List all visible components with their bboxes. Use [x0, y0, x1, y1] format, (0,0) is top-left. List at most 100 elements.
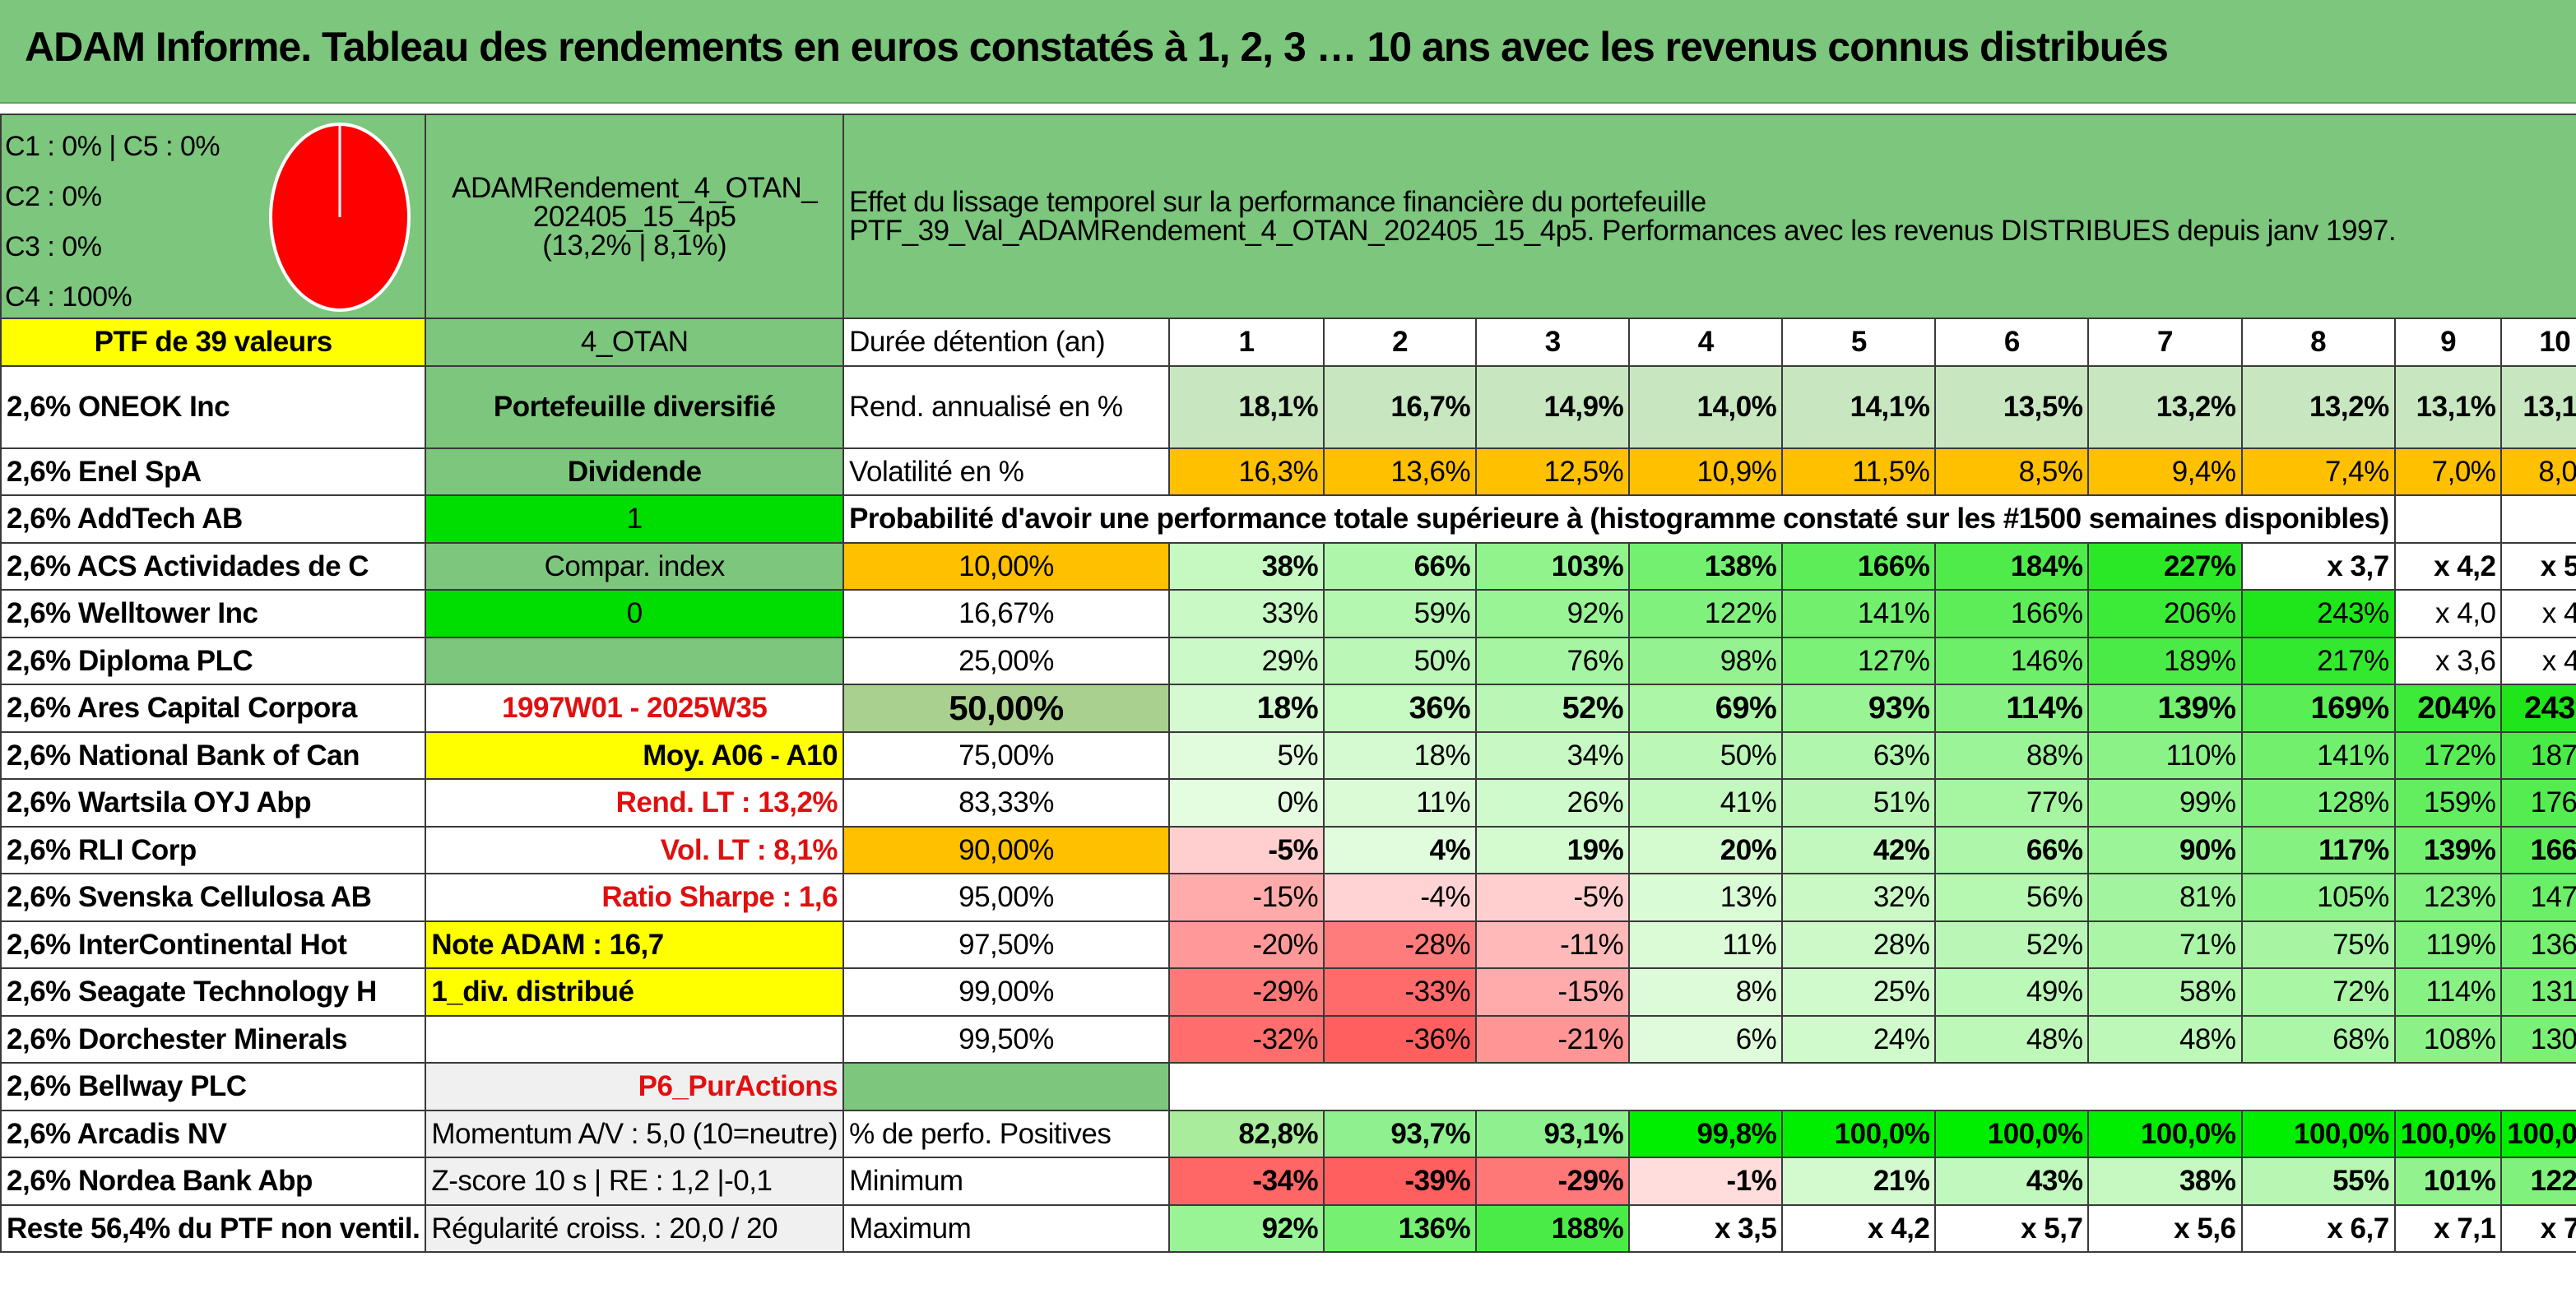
- probability-value: 59%: [1323, 589, 1478, 638]
- portfolio-name-cell: ADAMRendement_4_OTAN_ 202405_15_4p5 (13,2%…: [425, 114, 845, 319]
- probability-value: 66%: [1323, 541, 1478, 591]
- probability-value: -4%: [1323, 873, 1478, 922]
- probability-value: 36%: [1323, 684, 1478, 733]
- probability-value: -36%: [1323, 1014, 1478, 1064]
- vol-lt: Vol. LT : 8,1%: [425, 825, 845, 874]
- probability-value: 105%: [2240, 873, 2396, 922]
- probability-value: 128%: [2240, 778, 2396, 828]
- vol-value: 8,0%: [2500, 447, 2576, 496]
- minimum-label: Minimum: [842, 1157, 1170, 1206]
- probability-value: -11%: [1475, 920, 1631, 969]
- probability-value: 98%: [1628, 636, 1784, 685]
- legend-item: C2 : 0%: [5, 181, 102, 212]
- empty-cell: [842, 1062, 1170, 1111]
- probability-value: 28%: [1781, 920, 1937, 969]
- zscore: Z-score 10 s | RE : 1,2 |-0,1: [425, 1157, 845, 1206]
- rend-value: 13,2%: [2087, 364, 2243, 449]
- holding-item: 2,6% Welltower Inc: [0, 589, 427, 638]
- probability-value: 141%: [2240, 730, 2396, 780]
- probability-value: 49%: [1934, 967, 2090, 1017]
- probability-value: 139%: [2393, 825, 2503, 874]
- year-header: 2: [1323, 318, 1478, 367]
- probability-value: 81%: [2087, 873, 2243, 922]
- probability-value: 68%: [2240, 1014, 2396, 1064]
- pie-legend: C1 : 0% | C5 : 0% C2 : 0% C3 : 0% C4 : 100%: [5, 122, 220, 317]
- holdings-header: PTF de 39 valeurs: [0, 318, 427, 367]
- probability-value: -15%: [1167, 873, 1325, 922]
- rend-value: 13,5%: [1934, 364, 2090, 449]
- compar-value: 0: [425, 589, 845, 638]
- probability-value: 92%: [1475, 589, 1631, 638]
- probability-value: 72%: [2240, 967, 2396, 1017]
- probability-value: 48%: [1934, 1014, 2090, 1064]
- positives-value: 93,1%: [1475, 1109, 1631, 1158]
- duration-label: Durée détention (an): [842, 318, 1170, 367]
- holding-item: 2,6% Enel SpA: [0, 447, 427, 496]
- probability-value: 34%: [1475, 730, 1631, 780]
- holding-item: Reste 56,4% du PTF non ventil.: [0, 1203, 427, 1253]
- description-cell: Effet du lissage temporel sur la perform…: [842, 114, 2576, 319]
- rend-value: 13,1%: [2500, 364, 2576, 449]
- minimum-value: -34%: [1167, 1157, 1325, 1206]
- probability-value: 119%: [2393, 920, 2503, 969]
- positives-label: % de perfo. Positives: [842, 1109, 1170, 1158]
- probability-value: 172%: [2393, 730, 2503, 780]
- probability-value: 166%: [1781, 541, 1937, 591]
- probability-value: -5%: [1167, 825, 1325, 874]
- probability-value: 122%: [1628, 589, 1784, 638]
- positives-value: 93,7%: [1323, 1109, 1478, 1158]
- holding-item: 2,6% Svenska Cellulosa AB: [0, 873, 427, 922]
- positives-value: 100,0%: [1781, 1109, 1937, 1158]
- probability-value: x 4,2: [2393, 541, 2503, 591]
- legend-item: C4 : 100%: [5, 281, 132, 313]
- minimum-value: 55%: [2240, 1157, 2396, 1206]
- minimum-value: 101%: [2393, 1157, 2503, 1206]
- probability-value: 50%: [1628, 730, 1784, 780]
- probability-value: 159%: [2393, 778, 2503, 828]
- maximum-value: x 7,9: [2500, 1203, 2576, 1253]
- allocation-pie-chart: [269, 123, 411, 312]
- probability-value: 4%: [1323, 825, 1478, 874]
- vol-value: 11,5%: [1781, 447, 1937, 496]
- probability-value: 114%: [2393, 967, 2503, 1017]
- probability-value: 110%: [2087, 730, 2243, 780]
- maximum-value: 188%: [1475, 1203, 1631, 1253]
- probability-value: 71%: [2087, 920, 2243, 969]
- year-header: 3: [1475, 318, 1631, 367]
- probability-value: 127%: [1781, 636, 1937, 685]
- rend-value: 13,1%: [2393, 364, 2503, 449]
- vol-label: Volatilité en %: [842, 447, 1170, 496]
- probability-threshold: 75,00%: [842, 730, 1170, 780]
- div-distrib: 1_div. distribué: [425, 967, 845, 1017]
- sharpe: Ratio Sharpe : 1,6: [425, 873, 845, 922]
- probability-value: 52%: [1475, 684, 1631, 733]
- holding-item: 2,6% Nordea Bank Abp: [0, 1157, 427, 1206]
- holding-item: 2,6% Seagate Technology H: [0, 967, 427, 1017]
- purchases: P6_PurActions: [425, 1062, 845, 1111]
- probability-value: 11%: [1628, 920, 1784, 969]
- holding-item: 2,6% Arcadis NV: [0, 1109, 427, 1158]
- rend-lt: Rend. LT : 13,2%: [425, 778, 845, 828]
- dividend-value: 1: [425, 494, 845, 544]
- year-header: 7: [2087, 318, 2243, 367]
- strategy-label: 4_OTAN: [425, 318, 845, 367]
- empty-info: [425, 636, 845, 685]
- probability-threshold: 10,00%: [842, 541, 1170, 591]
- probability-value: 130%: [2500, 1014, 2576, 1064]
- probability-threshold: 99,00%: [842, 967, 1170, 1017]
- probability-threshold: 50,00%: [842, 684, 1170, 733]
- probability-value: 90%: [2087, 825, 2243, 874]
- maximum-value: x 6,7: [2240, 1203, 2396, 1253]
- probability-value: x 4,4: [2500, 589, 2576, 638]
- probability-value: 166%: [2500, 825, 2576, 874]
- positives-value: 82,8%: [1167, 1109, 1325, 1158]
- rend-value: 13,2%: [2240, 364, 2396, 449]
- note-adam: Note ADAM : 16,7: [425, 920, 845, 969]
- rend-value: 14,1%: [1781, 364, 1937, 449]
- minimum-value: 43%: [1934, 1157, 2090, 1206]
- portfolio-name-line1: ADAMRendement_4_OTAN_: [452, 171, 818, 204]
- probability-value: 20%: [1628, 825, 1784, 874]
- holding-item: 2,6% Ares Capital Corpora: [0, 684, 427, 733]
- compar-label: Compar. index: [425, 541, 845, 591]
- probability-value: 114%: [1934, 684, 2090, 733]
